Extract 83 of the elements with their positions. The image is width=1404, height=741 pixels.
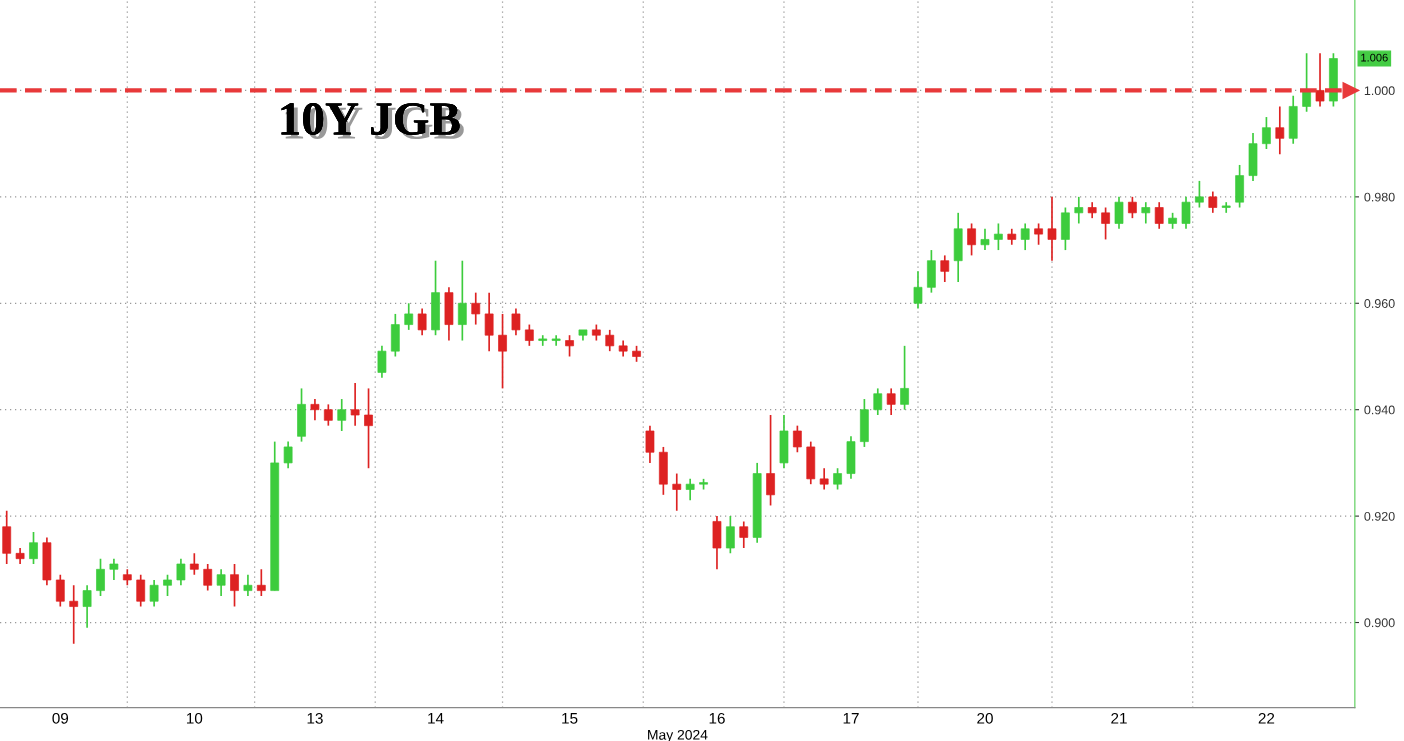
candlestick [96,557,105,597]
candlestick [350,382,360,427]
candlestick [243,573,253,597]
candlestick [82,584,92,629]
candlestick [230,563,239,608]
candlestick [873,387,883,416]
candlestick [725,515,735,555]
candlestick [1074,196,1084,225]
candlestick [672,472,682,512]
y-tick-label: 0.980 [1364,192,1395,202]
candlestick [980,227,990,251]
candlestick [1208,190,1218,214]
candlestick [645,424,655,464]
candlestick [163,573,172,597]
candlestick [283,440,293,470]
y-tick-label: 1.000 [1364,86,1395,96]
candlestick [1181,196,1191,230]
x-tick-label: 09 [52,712,69,724]
candlestick [511,307,521,337]
x-tick-label: 22 [1258,712,1275,724]
candlestick [819,467,829,491]
candlestick [900,345,909,411]
x-tick-label: 20 [977,712,993,724]
candlestick [967,222,976,257]
candlestick [109,557,119,581]
candlestick [29,531,38,565]
candlestick [323,403,333,427]
x-tick-label: 13 [307,712,323,724]
candlestick [498,313,507,390]
candlestick [1020,222,1030,251]
candlestick [913,270,923,310]
candlestick [1195,180,1204,209]
candlestick [886,387,896,416]
text: 10Y JGB [281,103,464,140]
candlestick [471,291,481,326]
candlestick [337,398,347,432]
x-tick-label: 21 [1111,712,1127,724]
candlestick [940,254,950,283]
candlestick [404,302,414,331]
candlestick [417,307,427,337]
candlestick [793,424,802,454]
x-tick-label: 14 [428,713,444,724]
candlestick [149,579,159,608]
candlestick [739,520,749,549]
y-tick-label: 0.900 [1364,618,1395,628]
candlestick [484,291,494,353]
candlestick [364,387,373,470]
candlestick [1275,105,1285,156]
candlestick [1047,196,1057,262]
candlestick [136,573,146,608]
candlestick [457,259,467,342]
x-tick-label: 15 [562,713,578,724]
candlestick [69,584,79,645]
candlestick [833,467,842,491]
candlestick [189,552,199,576]
candlestick [203,563,213,592]
candlestick [565,334,574,358]
x-tick-label: 17 [843,713,859,724]
candlestick [1141,201,1151,225]
candlestick [524,323,534,347]
candlestick [1114,196,1124,230]
candlestick [216,568,226,597]
candlestick [1034,222,1043,246]
x-tick-label: 10 [186,712,203,724]
candlestick [766,414,775,507]
text: 1.006 [1361,53,1388,62]
x-tick-label: 16 [709,712,725,724]
candlestick [994,222,1003,251]
candlestick [55,573,65,608]
candlestick [605,329,615,353]
y-tick-label: 0.920 [1364,511,1395,521]
candlestick [310,398,320,422]
candlestick [1154,201,1164,230]
candlestick [176,557,186,587]
candlestick [685,478,695,501]
candlestick [1262,116,1271,150]
candlestick [1128,196,1137,219]
candlestick [256,568,266,597]
candlestick [1101,206,1110,241]
y-tick-label: 0.960 [1364,299,1395,308]
y-tick-label: 0.940 [1364,405,1395,415]
candlestick [377,345,387,379]
candlestick [1315,52,1325,108]
